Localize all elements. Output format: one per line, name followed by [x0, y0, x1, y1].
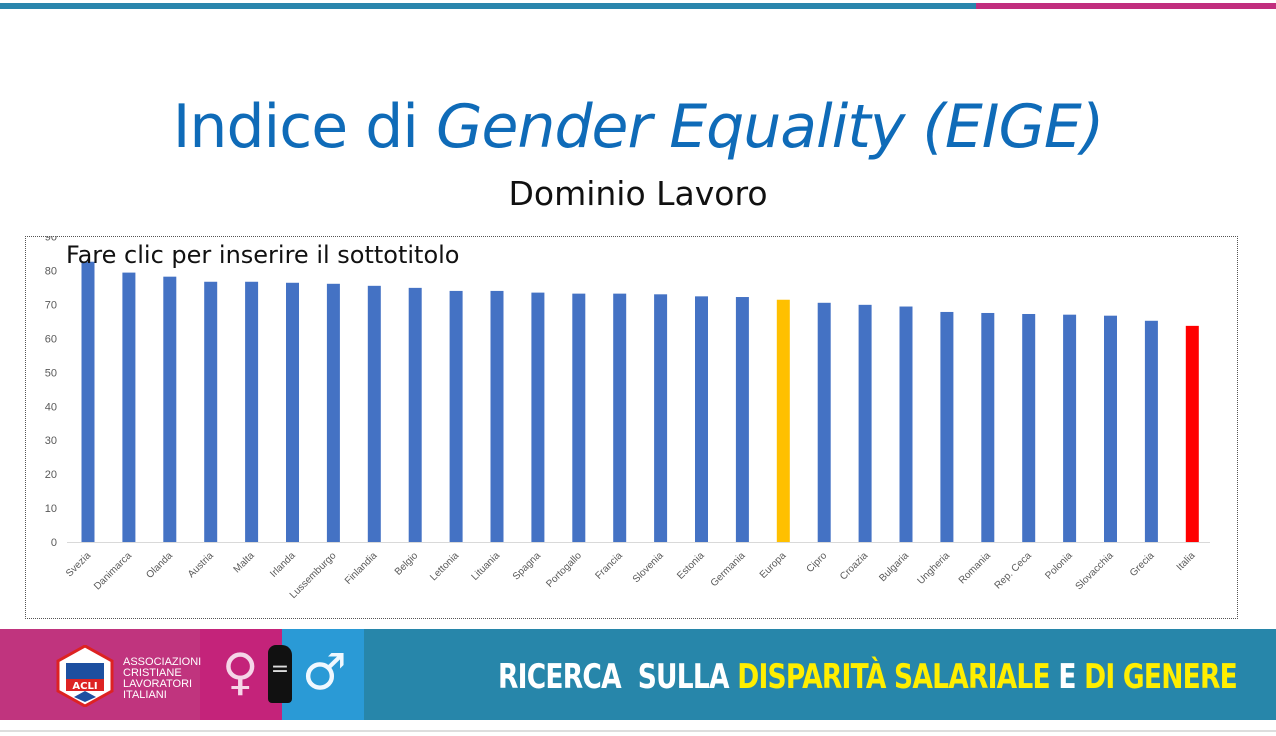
bar-spagna	[531, 292, 545, 542]
y-tick-label: 40	[45, 401, 57, 413]
bar-cipro	[817, 302, 831, 542]
bar-slovacchia	[1104, 315, 1117, 542]
bar-polonia	[1063, 314, 1077, 542]
y-tick-label: 10	[45, 503, 57, 515]
x-tick-label: Irlanda	[268, 550, 298, 580]
bar-slovenia	[654, 294, 668, 542]
org-line: CRISTIANE	[123, 667, 182, 679]
x-tick-label: Europa	[758, 550, 789, 581]
bar-germania	[735, 297, 749, 542]
x-tick-label: Grecia	[1128, 550, 1157, 579]
research-banner-text: RICERCA SULLA DISPARITÀ SALARIALE E DI G…	[498, 657, 1238, 697]
footer-blue-panel	[282, 629, 364, 720]
x-tick-label: Slovenia	[631, 550, 666, 585]
x-tick-label: Svezia	[64, 550, 93, 579]
x-tick-label: Bulgaria	[877, 550, 911, 584]
x-tick-label: Estonia	[675, 550, 707, 582]
bar-danimarca	[122, 272, 136, 542]
y-tick-label: 70	[45, 299, 57, 311]
x-tick-label: Romania	[957, 550, 993, 586]
x-tick-label: Slovacchia	[1074, 550, 1116, 592]
bar-portogallo	[572, 293, 586, 542]
x-tick-label: Cipro	[805, 550, 830, 575]
title-plain: Indice di	[172, 92, 437, 162]
bar-estonia	[695, 296, 708, 542]
mars-icon: ♂	[302, 643, 347, 701]
bar-austria	[204, 281, 218, 542]
bar-olanda	[163, 276, 177, 542]
top-accent-bar-blue	[0, 3, 976, 9]
bar-bulgaria	[899, 306, 913, 542]
bar-irlanda	[286, 282, 299, 542]
organization-name: ASSOCIAZIONI CRISTIANE LAVORATORI ITALIA…	[123, 657, 201, 701]
org-line: ASSOCIAZIONI	[123, 656, 202, 668]
bar-belgio	[408, 287, 422, 542]
banner-white-2: E	[1049, 657, 1085, 697]
y-tick-label: 0	[51, 537, 57, 549]
x-tick-label: Croazia	[838, 550, 870, 582]
bar-svezia	[81, 261, 95, 542]
subtitle-placeholder-text[interactable]: Fare clic per inserire il sottotitolo	[66, 241, 460, 269]
bar-europa	[776, 299, 790, 542]
bar-croazia	[858, 304, 872, 542]
banner-yellow-1: DISPARITÀ SALARIALE	[737, 657, 1050, 697]
bar-grecia	[1144, 320, 1158, 542]
x-tick-label: Francia	[593, 550, 625, 582]
x-tick-label: Rep. Ceca	[993, 550, 1034, 591]
x-tick-label: Italia	[1175, 550, 1198, 573]
y-tick-label: 50	[45, 367, 57, 379]
bar-lituania	[490, 290, 504, 542]
x-tick-label: Polonia	[1043, 550, 1075, 582]
org-line: ITALIANI	[123, 689, 167, 701]
x-tick-label: Malta	[232, 550, 257, 575]
bar-malta	[245, 281, 259, 542]
banner-white-1: RICERCA SULLA	[498, 657, 738, 697]
x-tick-label: Germania	[709, 550, 748, 589]
y-tick-label: 90	[45, 236, 57, 244]
x-tick-label: Portogallo	[544, 550, 584, 590]
banner-yellow-2: DI GENERE	[1084, 657, 1238, 697]
bar-italia	[1185, 325, 1199, 542]
top-accent-bar-pink	[976, 3, 1276, 9]
x-tick-label: Ungheria	[916, 550, 953, 587]
x-tick-label: Olanda	[144, 550, 175, 581]
footer-banner: ACLI ASSOCIAZIONI CRISTIANE LAVORATORI I…	[0, 629, 1276, 720]
equals-icon: =	[268, 645, 292, 703]
bar-romania	[981, 312, 995, 542]
x-tick-label: Lettonia	[428, 550, 461, 583]
subtitle-placeholder-box[interactable]	[25, 236, 1238, 619]
slide-title: Indice di Gender Equality (EIGE)	[0, 92, 1276, 162]
slide-subtitle: Dominio Lavoro	[508, 174, 768, 213]
y-tick-label: 20	[45, 469, 57, 481]
bar-rep-ceca	[1022, 313, 1036, 542]
bar-finlandia	[367, 285, 381, 542]
venus-icon: ♀	[222, 643, 259, 701]
x-tick-label: Finlandia	[343, 550, 380, 587]
bar-lussemburgo	[326, 283, 340, 542]
org-line: LAVORATORI	[123, 678, 193, 690]
bar-ungheria	[940, 311, 954, 542]
bar-francia	[613, 293, 627, 542]
bottom-divider	[0, 730, 1276, 732]
x-tick-label: Austria	[186, 550, 216, 580]
bar-lettonia	[449, 290, 463, 542]
y-tick-label: 60	[45, 333, 57, 345]
x-tick-label: Belgio	[393, 550, 421, 578]
y-tick-label: 80	[45, 266, 57, 278]
x-tick-label: Lituania	[470, 550, 503, 583]
x-tick-label: Spagna	[511, 550, 543, 582]
x-tick-label: Danimarca	[92, 550, 134, 592]
title-italic: Gender Equality (EIGE)	[436, 92, 1104, 162]
acli-logo: ACLI	[56, 645, 114, 707]
svg-text:ACLI: ACLI	[72, 681, 97, 692]
y-tick-label: 30	[45, 435, 57, 447]
